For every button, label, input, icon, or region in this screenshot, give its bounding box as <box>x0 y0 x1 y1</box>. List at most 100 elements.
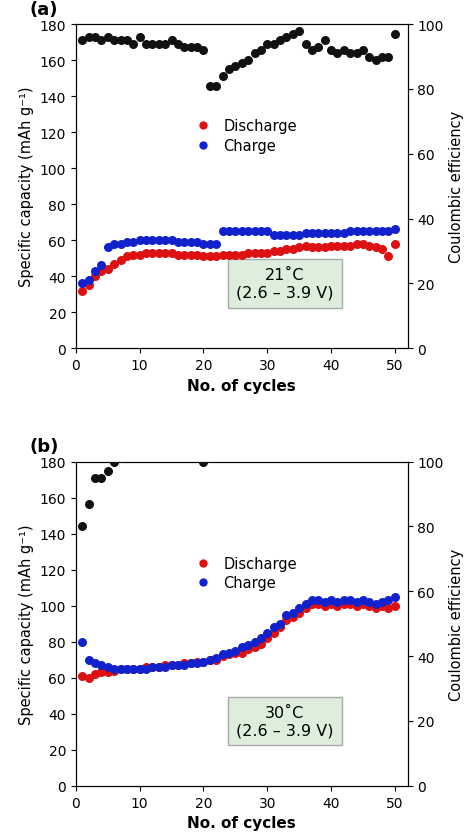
Point <box>302 240 310 253</box>
Point <box>168 234 175 247</box>
Point <box>206 653 214 666</box>
Point <box>257 44 264 58</box>
Text: 30˚C
(2.6 – 3.9 V): 30˚C (2.6 – 3.9 V) <box>236 705 334 737</box>
Point <box>123 236 131 249</box>
Point <box>168 446 175 459</box>
Point <box>78 520 86 533</box>
Point <box>187 657 194 670</box>
Point <box>289 229 297 242</box>
Point <box>302 598 310 611</box>
Point <box>98 259 105 273</box>
Point <box>238 640 246 654</box>
Point <box>206 237 214 251</box>
Point <box>78 34 86 48</box>
Point <box>117 452 124 466</box>
Point <box>264 225 271 238</box>
Legend: Discharge, Charge: Discharge, Charge <box>182 550 303 596</box>
Point <box>181 248 188 262</box>
Point <box>136 248 144 262</box>
Point <box>391 599 399 613</box>
Point <box>174 659 182 672</box>
Point <box>283 609 290 622</box>
Point <box>104 665 111 679</box>
Point <box>391 223 399 237</box>
Point <box>385 594 392 607</box>
Point <box>181 41 188 54</box>
Point <box>149 247 156 260</box>
Point <box>283 229 290 242</box>
Point <box>136 31 144 44</box>
Point <box>353 237 360 251</box>
Point <box>315 433 322 446</box>
Point <box>161 247 169 260</box>
Point <box>225 646 233 660</box>
Point <box>340 594 347 607</box>
Point <box>302 436 310 450</box>
Point <box>359 598 367 611</box>
Point <box>149 449 156 462</box>
Point <box>78 284 86 298</box>
Point <box>181 236 188 249</box>
Point <box>123 449 131 462</box>
Point <box>238 248 246 262</box>
Point <box>283 243 290 257</box>
Point <box>276 621 284 635</box>
Point <box>327 44 335 58</box>
Point <box>257 433 264 446</box>
Point <box>289 243 297 257</box>
Point <box>264 626 271 640</box>
X-axis label: No. of cycles: No. of cycles <box>187 815 296 830</box>
Point <box>136 449 144 462</box>
Point <box>257 247 264 260</box>
Point <box>302 227 310 241</box>
Point <box>187 236 194 249</box>
Point <box>378 433 386 446</box>
Point <box>238 433 246 446</box>
Point <box>315 594 322 607</box>
Point <box>372 598 380 611</box>
Point <box>142 234 150 247</box>
Point <box>251 247 258 260</box>
X-axis label: No. of cycles: No. of cycles <box>187 378 296 393</box>
Point <box>98 265 105 278</box>
Point <box>321 436 328 450</box>
Point <box>187 439 194 452</box>
Point <box>244 643 252 656</box>
Point <box>251 48 258 61</box>
Point <box>346 594 354 607</box>
Point <box>321 242 328 255</box>
Point <box>270 626 277 640</box>
Point <box>206 653 214 666</box>
Text: 21˚C
(2.6 – 3.9 V): 21˚C (2.6 – 3.9 V) <box>236 268 334 300</box>
Point <box>353 225 360 238</box>
Point <box>289 433 297 446</box>
Point <box>244 54 252 68</box>
Point <box>244 247 252 260</box>
Point <box>346 48 354 61</box>
Point <box>276 617 284 630</box>
Point <box>117 237 124 251</box>
Point <box>346 240 354 253</box>
Point <box>193 41 201 54</box>
Point <box>174 38 182 51</box>
Point <box>315 41 322 54</box>
Point <box>85 497 92 511</box>
Point <box>181 659 188 672</box>
Point <box>334 48 341 61</box>
Point <box>372 225 380 238</box>
Point <box>78 670 86 683</box>
Point <box>289 28 297 42</box>
Point <box>321 596 328 609</box>
Point <box>219 248 227 262</box>
Point <box>98 659 105 672</box>
Point <box>206 452 214 466</box>
Point <box>365 240 373 253</box>
Point <box>270 621 277 635</box>
Point <box>372 601 380 614</box>
Point <box>98 472 105 485</box>
Point <box>161 234 169 247</box>
Point <box>142 38 150 51</box>
Point <box>161 38 169 51</box>
Point <box>334 227 341 241</box>
Point <box>295 229 303 242</box>
